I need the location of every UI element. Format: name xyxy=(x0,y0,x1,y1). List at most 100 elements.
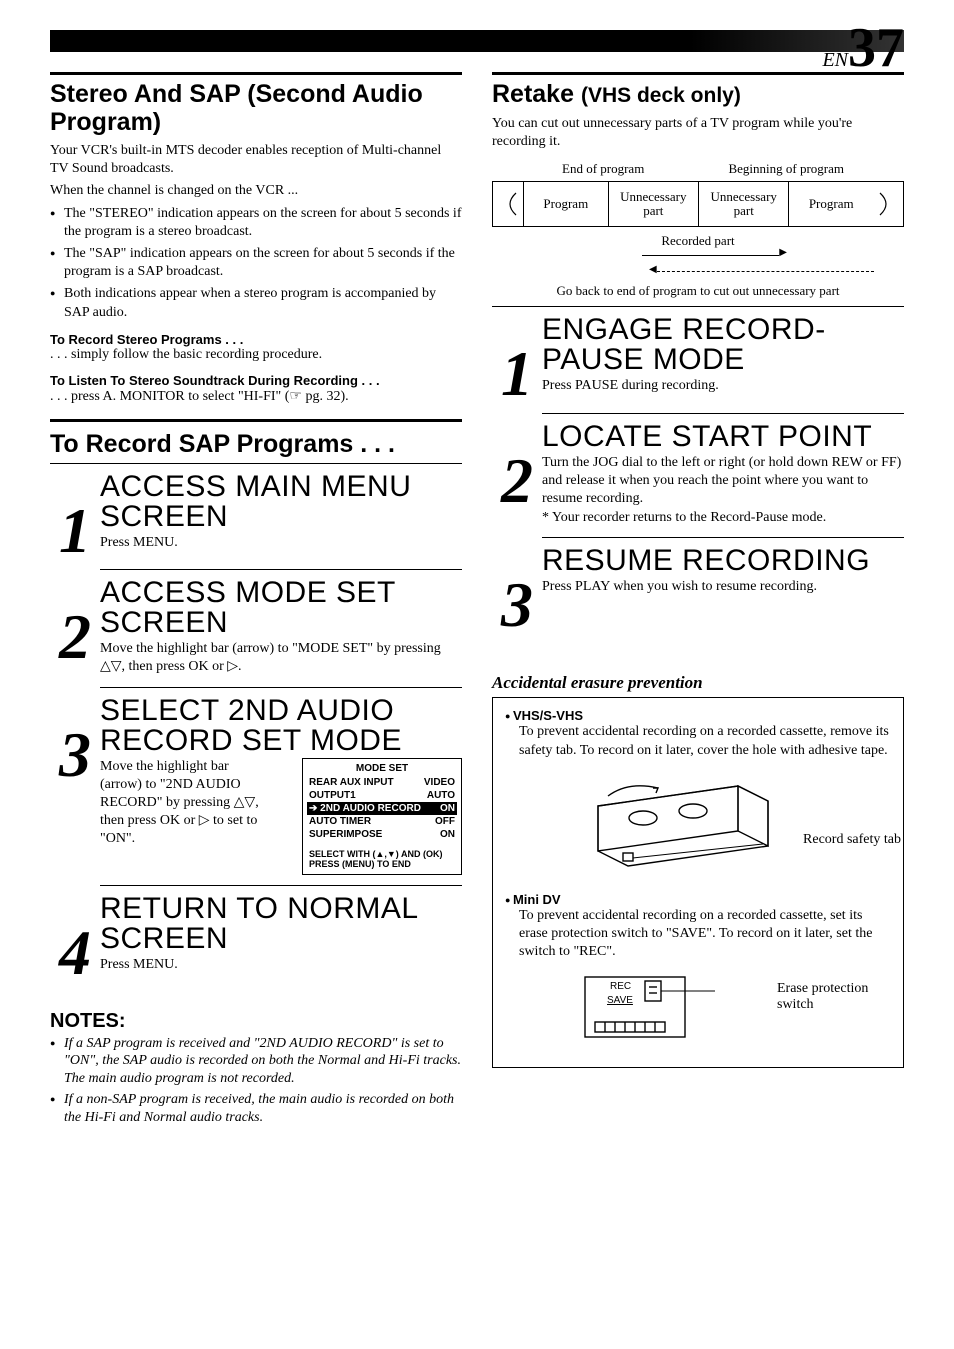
seg-program: Program xyxy=(523,182,608,226)
seg-program: Program xyxy=(788,182,873,226)
stereo-intro-2: When the channel is changed on the VCR .… xyxy=(50,182,462,200)
diag-label-begin: Beginning of program xyxy=(728,161,844,177)
step-number: 3 xyxy=(492,546,542,634)
menu-footer: SELECT WITH (▲,▼) AND (OK) PRESS (MENU) … xyxy=(309,849,455,871)
seg-unnecessary: Unnecessary part xyxy=(698,182,788,226)
record-stereo-head: To Record Stereo Programs . . . xyxy=(50,332,462,347)
step-text: Turn the JOG dial to the left or right (… xyxy=(542,454,904,509)
menu-row: AUTO TIMER OFF xyxy=(309,815,455,828)
step-title: ACCESS MODE SET SCREEN xyxy=(100,578,462,638)
step-title: LOCATE START POINT xyxy=(542,422,904,452)
minidv-head: Mini DV xyxy=(505,892,891,907)
menu-value: ON xyxy=(440,828,455,841)
page-num-value: 37 xyxy=(848,17,904,79)
stereo-bullet: Both indications appear when a stereo pr… xyxy=(50,285,462,321)
notes-list: If a SAP program is received and "2ND AU… xyxy=(50,1035,462,1127)
menu-label: AUTO TIMER xyxy=(309,815,371,828)
stereo-bullet: The "SAP" indication appears on the scre… xyxy=(50,245,462,281)
step-title: RETURN TO NORMAL SCREEN xyxy=(100,894,462,954)
step-extra: * Your recorder returns to the Record-Pa… xyxy=(542,509,904,527)
menu-value: AUTO xyxy=(427,789,455,802)
step-text: Press MENU. xyxy=(100,534,462,552)
notes-title: NOTES: xyxy=(50,1010,462,1033)
page-number: EN37 xyxy=(822,16,904,80)
minidv-callout: Erase protection switch xyxy=(777,981,897,1013)
tape-row: Program Unnecessary part Unnecessary par… xyxy=(492,181,904,227)
step-text: Press PLAY when you wish to resume recor… xyxy=(542,578,904,596)
menu-row: REAR AUX INPUT VIDEO xyxy=(309,776,455,789)
forward-icon xyxy=(873,182,903,226)
goback-arrow xyxy=(657,271,874,272)
listen-body: . . . press A. MONITOR to select "HI-FI"… xyxy=(50,388,462,405)
goback-caption: Go back to end of program to cut out unn… xyxy=(492,283,904,299)
step-text: Press MENU. xyxy=(100,956,462,974)
record-stereo-body: . . . simply follow the basic recording … xyxy=(50,347,462,363)
menu-title: MODE SET xyxy=(309,763,455,774)
retake-step-2: 2 LOCATE START POINT Turn the JOG dial t… xyxy=(492,422,904,527)
retake-step-3: 3 RESUME RECORDING Press PLAY when you w… xyxy=(492,546,904,634)
listen-head: To Listen To Stereo Soundtrack During Re… xyxy=(50,373,462,388)
rec-label: REC xyxy=(610,981,631,992)
step-text: Press PAUSE during recording. xyxy=(542,377,904,395)
menu-row: OUTPUT1 AUTO xyxy=(309,789,455,802)
seg-unnecessary: Unnecessary part xyxy=(608,182,698,226)
step-number: 1 xyxy=(50,472,100,560)
step-title: ACCESS MAIN MENU SCREEN xyxy=(100,472,462,532)
menu-row: SUPERIMPOSE ON xyxy=(309,828,455,841)
menu-value: VIDEO xyxy=(424,776,455,789)
step-number: 3 xyxy=(50,696,100,784)
step-number: 2 xyxy=(492,422,542,510)
mode-set-menu: MODE SET REAR AUX INPUT VIDEO OUTPUT1 AU… xyxy=(302,758,462,876)
step-title: SELECT 2ND AUDIO RECORD SET MODE xyxy=(100,696,462,756)
record-sap-title: To Record SAP Programs . . . xyxy=(50,430,462,459)
diag-label-end: End of program xyxy=(562,161,644,177)
menu-label: REAR AUX INPUT xyxy=(309,776,394,789)
sap-step-4: 4 RETURN TO NORMAL SCREEN Press MENU. xyxy=(50,894,462,982)
save-label: SAVE xyxy=(607,995,633,1006)
stereo-bullets: The "STEREO" indication appears on the s… xyxy=(50,205,462,322)
erasure-title: Accidental erasure prevention xyxy=(492,673,904,693)
top-bar: EN37 xyxy=(50,30,904,52)
step-title: RESUME RECORDING xyxy=(542,546,904,576)
retake-intro: You can cut out unnecessary parts of a T… xyxy=(492,115,904,151)
vhs-cassette-icon xyxy=(568,766,828,876)
right-column: Retake (VHS deck only) You can cut out u… xyxy=(492,72,904,1130)
recorded-label: Recorded part xyxy=(492,233,904,249)
retake-diagram: End of program Beginning of program Prog… xyxy=(492,161,904,299)
sap-step-1: 1 ACCESS MAIN MENU SCREEN Press MENU. xyxy=(50,472,462,560)
erasure-box: VHS/S-VHS To prevent accidental recordin… xyxy=(492,697,904,1068)
step-number: 1 xyxy=(492,315,542,403)
minidv-section: Mini DV To prevent accidental recording … xyxy=(505,892,891,1058)
stereo-bullet: The "STEREO" indication appears on the s… xyxy=(50,205,462,241)
vhs-head: VHS/S-VHS xyxy=(505,708,891,723)
menu-value: OFF xyxy=(435,815,455,828)
vhs-callout: Record safety tab xyxy=(803,832,901,848)
step-title: ENGAGE RECORD-PAUSE MODE xyxy=(542,315,904,375)
minidv-cassette-icon: REC SAVE xyxy=(575,967,725,1052)
note-item: If a non-SAP program is received, the ma… xyxy=(50,1091,462,1126)
rewind-icon xyxy=(493,182,523,226)
recorded-arrow xyxy=(642,255,779,256)
retake-step-1: 1 ENGAGE RECORD-PAUSE MODE Press PAUSE d… xyxy=(492,315,904,403)
menu-label: SUPERIMPOSE xyxy=(309,828,382,841)
stereo-intro: Your VCR's built-in MTS decoder enables … xyxy=(50,142,462,201)
menu-row-highlighted: ➔ 2ND AUDIO RECORD ON xyxy=(307,802,457,815)
step-text: Move the highlight bar (arrow) to "2ND A… xyxy=(100,758,260,849)
vhs-body: To prevent accidental recording on a rec… xyxy=(505,723,891,759)
step-text: Move the highlight bar (arrow) to "MODE … xyxy=(100,640,462,676)
vhs-section: VHS/S-VHS To prevent accidental recordin… xyxy=(505,708,891,875)
sap-step-2: 2 ACCESS MODE SET SCREEN Move the highli… xyxy=(50,578,462,676)
stereo-intro-1: Your VCR's built-in MTS decoder enables … xyxy=(50,142,462,178)
menu-label: OUTPUT1 xyxy=(309,789,356,802)
left-column: Stereo And SAP (Second Audio Program) Yo… xyxy=(50,72,462,1130)
retake-title: Retake (VHS deck only) xyxy=(492,81,904,109)
minidv-body: To prevent accidental recording on a rec… xyxy=(505,907,891,962)
step-number: 2 xyxy=(50,578,100,666)
step-number: 4 xyxy=(50,894,100,982)
note-item: If a SAP program is received and "2ND AU… xyxy=(50,1035,462,1088)
stereo-sap-title: Stereo And SAP (Second Audio Program) xyxy=(50,81,462,136)
menu-arrow: ➔ 2ND AUDIO RECORD xyxy=(309,802,421,815)
sap-step-3: 3 SELECT 2ND AUDIO RECORD SET MODE MODE … xyxy=(50,696,462,876)
content-columns: Stereo And SAP (Second Audio Program) Yo… xyxy=(50,72,904,1130)
menu-value: ON xyxy=(440,802,455,815)
